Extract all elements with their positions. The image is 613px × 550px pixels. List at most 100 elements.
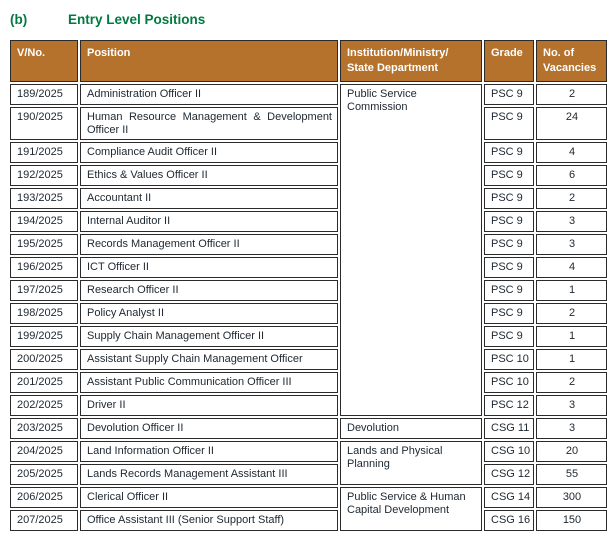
cell-position: Assistant Public Communication Officer I… <box>80 372 338 393</box>
cell-vacancies: 3 <box>536 418 607 439</box>
cell-vno: 190/2025 <box>10 107 78 140</box>
cell-position: Administration Officer II <box>80 84 338 105</box>
cell-institution: Devolution <box>340 418 482 439</box>
cell-vacancies: 2 <box>536 303 607 324</box>
cell-grade: PSC 9 <box>484 84 534 105</box>
cell-grade: CSG 11 <box>484 418 534 439</box>
table-row: 199/2025 Supply Chain Management Officer … <box>10 326 607 347</box>
cell-position: Driver II <box>80 395 338 416</box>
cell-grade: PSC 9 <box>484 211 534 232</box>
cell-vno: 207/2025 <box>10 510 78 531</box>
table-row: 204/2025 Land Information Officer II Lands… <box>10 441 607 485</box>
table-row: 195/2025 Records Management Officer II PSC… <box>10 234 607 255</box>
cell-vno: 197/2025 <box>10 280 78 301</box>
table-row: 189/2025 Administration Officer II Public … <box>10 84 607 416</box>
cell-position: Clerical Officer II <box>80 487 338 508</box>
document-page: (b) Entry Level Positions V/No. Position… <box>8 12 609 533</box>
cell-grade: PSC 10 <box>484 372 534 393</box>
cell-vacancies: 20 <box>536 441 607 462</box>
table-row: 191/2025 Compliance Audit Officer II PSC 9… <box>10 142 607 163</box>
cell-vno: 201/2025 <box>10 372 78 393</box>
cell-grade: PSC 12 <box>484 395 534 416</box>
cell-grade: PSC 9 <box>484 165 534 186</box>
cell-vacancies: 150 <box>536 510 607 531</box>
cell-vacancies: 300 <box>536 487 607 508</box>
cell-vacancies: 1 <box>536 349 607 370</box>
cell-grade: CSG 10 <box>484 441 534 462</box>
cell-vacancies: 3 <box>536 211 607 232</box>
col-header-vno: V/No. <box>10 40 78 82</box>
cell-vacancies: 24 <box>536 107 607 140</box>
table-row: 205/2025 Lands Records Management Assista… <box>10 464 607 485</box>
table-header: V/No. Position Institution/Ministry/ Sta… <box>10 40 607 82</box>
col-header-institution: Institution/Ministry/ State Department <box>340 40 482 82</box>
cell-grade: CSG 16 <box>484 510 534 531</box>
cell-vacancies: 1 <box>536 280 607 301</box>
cell-vacancies: 4 <box>536 142 607 163</box>
cell-position: Office Assistant III (Senior Support Sta… <box>80 510 338 531</box>
cell-vno: 196/2025 <box>10 257 78 278</box>
cell-grade: PSC 9 <box>484 188 534 209</box>
col-header-grade: Grade <box>484 40 534 82</box>
cell-vno: 203/2025 <box>10 418 78 439</box>
cell-vno: 200/2025 <box>10 349 78 370</box>
cell-position: Assistant Supply Chain Management Office… <box>80 349 338 370</box>
table-row: 207/2025 Office Assistant III (Senior Sup… <box>10 510 607 531</box>
cell-position: Research Officer II <box>80 280 338 301</box>
cell-vno: 195/2025 <box>10 234 78 255</box>
cell-position: Ethics & Values Officer II <box>80 165 338 186</box>
cell-vno: 189/2025 <box>10 84 78 105</box>
cell-position: Policy Analyst II <box>80 303 338 324</box>
cell-grade: PSC 9 <box>484 257 534 278</box>
cell-vno: 206/2025 <box>10 487 78 508</box>
positions-table: V/No. Position Institution/Ministry/ Sta… <box>8 38 609 533</box>
cell-institution: Public Service Commission <box>340 84 482 416</box>
cell-vno: 191/2025 <box>10 142 78 163</box>
cell-position: ICT Officer II <box>80 257 338 278</box>
cell-vacancies: 3 <box>536 395 607 416</box>
cell-vno: 199/2025 <box>10 326 78 347</box>
section-heading: (b) Entry Level Positions <box>10 12 607 27</box>
cell-position: Internal Auditor II <box>80 211 338 232</box>
cell-position: Accountant II <box>80 188 338 209</box>
cell-position: Lands Records Management Assistant III <box>80 464 338 485</box>
section-label: (b) <box>10 12 28 27</box>
table-row: 203/2025 Devolution Officer II Devolution C… <box>10 418 607 439</box>
cell-vno: 193/2025 <box>10 188 78 209</box>
col-header-position: Position <box>80 40 338 82</box>
cell-position: Human Resource Management & Development … <box>80 107 338 140</box>
table-row: 202/2025 Driver II PSC 12 3 <box>10 395 607 416</box>
cell-vno: 198/2025 <box>10 303 78 324</box>
cell-position: Land Information Officer II <box>80 441 338 462</box>
cell-grade: PSC 9 <box>484 107 534 140</box>
table-row: 200/2025 Assistant Supply Chain Managemen… <box>10 349 607 370</box>
table-row: 201/2025 Assistant Public Communication O… <box>10 372 607 393</box>
table-body: 189/2025 Administration Officer II Public … <box>10 84 607 531</box>
cell-vno: 205/2025 <box>10 464 78 485</box>
cell-vacancies: 6 <box>536 165 607 186</box>
cell-position: Devolution Officer II <box>80 418 338 439</box>
cell-grade: PSC 9 <box>484 234 534 255</box>
cell-vacancies: 1 <box>536 326 607 347</box>
cell-vacancies: 4 <box>536 257 607 278</box>
cell-institution: Lands and Physical Planning <box>340 441 482 485</box>
table-row: 206/2025 Clerical Officer II Public Servic… <box>10 487 607 531</box>
cell-vacancies: 2 <box>536 84 607 105</box>
cell-vacancies: 55 <box>536 464 607 485</box>
cell-position: Compliance Audit Officer II <box>80 142 338 163</box>
cell-grade: PSC 9 <box>484 303 534 324</box>
cell-grade: CSG 14 <box>484 487 534 508</box>
cell-grade: PSC 9 <box>484 142 534 163</box>
col-header-vacancies: No. of Vacancies <box>536 40 607 82</box>
cell-position: Supply Chain Management Officer II <box>80 326 338 347</box>
table-row: 190/2025 Human Resource Management & Deve… <box>10 107 607 140</box>
section-title: Entry Level Positions <box>68 12 206 27</box>
table-header-row: V/No. Position Institution/Ministry/ Sta… <box>10 40 607 82</box>
cell-grade: CSG 12 <box>484 464 534 485</box>
